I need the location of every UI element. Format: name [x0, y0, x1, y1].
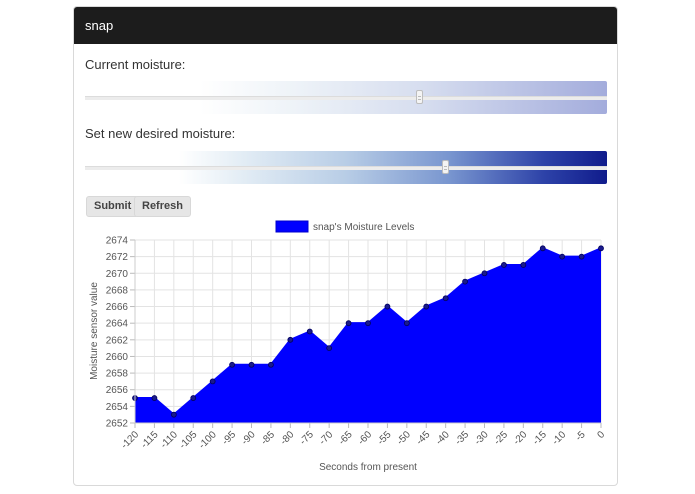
- y-tick-label: 2658: [106, 369, 129, 380]
- y-tick-label: 2670: [106, 269, 129, 280]
- panel-header: snap: [74, 7, 617, 44]
- data-point: [501, 262, 507, 268]
- y-tick-label: 2674: [106, 236, 129, 247]
- y-tick-label: 2652: [106, 419, 129, 430]
- data-point: [462, 278, 468, 285]
- x-tick-label: -25: [492, 429, 510, 447]
- data-point: [481, 270, 488, 277]
- x-tick-label: -70: [317, 429, 335, 447]
- x-tick-label: -50: [395, 429, 413, 447]
- data-point: [209, 378, 216, 385]
- data-point: [403, 320, 410, 327]
- x-tick-label: -75: [298, 429, 316, 447]
- x-tick-label: -90: [240, 429, 258, 447]
- y-tick-label: 2660: [106, 352, 129, 363]
- desired-moisture-label: Set new desired moisture:: [85, 126, 236, 141]
- y-tick-label: 2664: [106, 319, 129, 330]
- legend-label: snap's Moisture Levels: [313, 222, 414, 233]
- slider-track: [85, 96, 607, 100]
- data-point: [287, 336, 294, 343]
- x-tick-label: -110: [159, 429, 181, 451]
- x-tick-label: 0: [595, 429, 607, 441]
- x-tick-label: -55: [376, 429, 394, 447]
- y-tick-label: 2672: [106, 252, 129, 263]
- x-tick-label: -5: [574, 429, 588, 443]
- x-tick-label: -95: [220, 429, 238, 447]
- y-tick-label: 2666: [106, 302, 129, 313]
- x-tick-label: -15: [531, 429, 549, 447]
- refresh-button[interactable]: Refresh: [134, 196, 191, 217]
- data-point: [384, 303, 391, 310]
- y-tick-label: 2654: [106, 402, 129, 413]
- submit-button[interactable]: Submit: [86, 196, 140, 217]
- data-point: [268, 361, 274, 368]
- current-moisture-slider[interactable]: [85, 81, 607, 114]
- x-tick-label: -60: [356, 429, 374, 447]
- data-point: [170, 411, 177, 418]
- y-tick-label: 2662: [106, 335, 129, 346]
- data-point: [598, 245, 604, 252]
- data-point: [442, 295, 449, 302]
- x-tick-label: -100: [197, 429, 219, 451]
- data-point: [559, 253, 566, 260]
- panel-title: snap: [85, 18, 114, 33]
- data-point: [190, 395, 197, 401]
- data-point: [423, 303, 430, 310]
- x-tick-label: -65: [337, 429, 355, 447]
- x-tick-label: -20: [511, 429, 529, 447]
- current-moisture-label: Current moisture:: [85, 57, 186, 72]
- y-tick-label: 2656: [106, 385, 129, 396]
- x-tick-label: -35: [453, 429, 471, 447]
- x-tick-label: -40: [434, 429, 452, 447]
- x-tick-label: -10: [550, 429, 568, 447]
- data-point: [326, 345, 333, 352]
- x-tick-label: -85: [259, 429, 277, 447]
- y-axis-title: Moisture sensor value: [89, 282, 100, 380]
- data-point: [306, 328, 313, 335]
- moisture-area: [135, 248, 601, 423]
- y-tick-label: 2668: [106, 285, 129, 296]
- x-tick-label: -105: [177, 429, 199, 451]
- x-tick-label: -45: [414, 429, 432, 447]
- x-tick-label: -30: [473, 429, 491, 447]
- data-point: [151, 395, 158, 401]
- desired-moisture-slider[interactable]: [85, 151, 607, 184]
- data-point: [539, 245, 546, 252]
- legend-swatch: [275, 220, 309, 233]
- slider-thumb[interactable]: [441, 160, 449, 174]
- x-tick-label: -120: [119, 429, 141, 451]
- data-point: [520, 262, 527, 268]
- x-axis-title: Seconds from present: [319, 462, 417, 473]
- slider-thumb[interactable]: [415, 90, 423, 104]
- x-tick-label: -115: [139, 429, 161, 451]
- data-point: [365, 320, 371, 327]
- data-point: [248, 361, 255, 368]
- data-point: [345, 320, 352, 327]
- x-tick-label: -80: [278, 429, 296, 447]
- data-point: [229, 361, 235, 368]
- slider-track: [85, 166, 607, 170]
- data-point: [578, 253, 585, 260]
